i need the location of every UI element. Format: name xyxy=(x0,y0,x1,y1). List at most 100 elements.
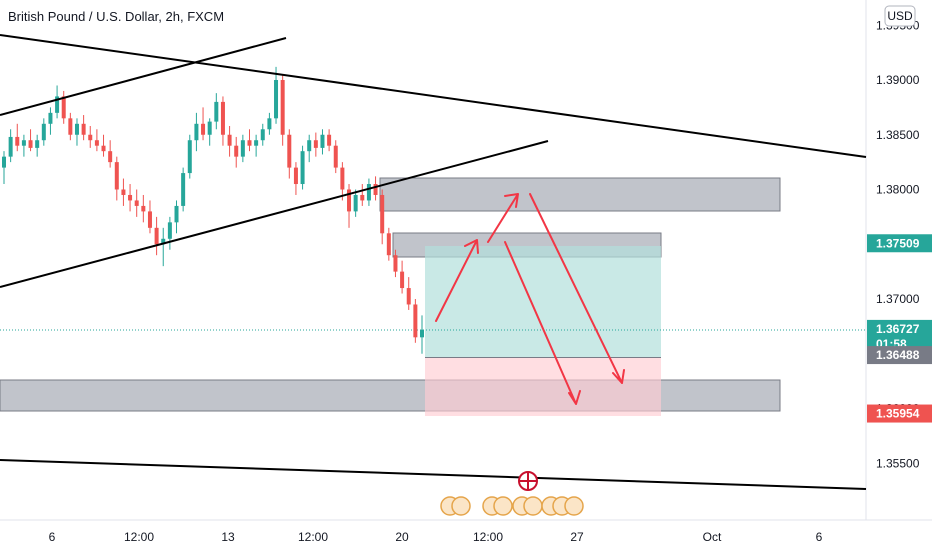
candle-body xyxy=(94,140,99,146)
candle-body xyxy=(393,255,398,272)
time-tick-label: 6 xyxy=(49,530,56,544)
candle-body xyxy=(327,134,332,146)
price-tick-label: 1.39000 xyxy=(876,73,920,87)
currency-button-box xyxy=(884,5,916,27)
candle xyxy=(187,134,192,179)
candle xyxy=(373,176,378,201)
position-profit-area[interactable] xyxy=(425,246,661,357)
trend-line-channel-lower[interactable] xyxy=(0,140,549,288)
event-flag-icon-4 xyxy=(493,496,513,516)
candle xyxy=(68,112,73,141)
trend-line-upper-descending[interactable] xyxy=(0,34,867,158)
candle-body xyxy=(194,123,199,141)
candle xyxy=(333,140,338,174)
candle xyxy=(101,134,106,157)
bottom-demand-zone[interactable] xyxy=(0,379,781,412)
projection-arrow-2[interactable] xyxy=(487,193,519,243)
candle-body xyxy=(214,101,219,122)
event-flags-row[interactable] xyxy=(440,496,584,516)
candle xyxy=(360,184,365,206)
price-badge-label: 1.37509 xyxy=(876,236,920,250)
candle-body xyxy=(293,167,298,185)
candle-body xyxy=(347,189,352,212)
candle xyxy=(154,216,159,256)
candle xyxy=(347,184,352,228)
trend-line-channel-upper[interactable] xyxy=(0,37,287,116)
time-tick-label: 12:00 xyxy=(298,530,328,544)
candle xyxy=(420,315,424,354)
candle-body xyxy=(207,121,212,135)
candle xyxy=(240,134,245,163)
candle-body xyxy=(340,167,345,190)
price-badge-bg xyxy=(867,234,932,253)
candle-body xyxy=(386,233,391,256)
candle xyxy=(55,85,60,119)
time-tick-label: 20 xyxy=(395,530,409,544)
time-tick-label: 12:00 xyxy=(124,530,154,544)
price-tick-label: 1.35500 xyxy=(876,456,920,470)
candle-body xyxy=(300,151,305,185)
candle-body xyxy=(48,112,53,124)
event-flag-uk[interactable] xyxy=(518,471,538,491)
currency-button[interactable]: USD xyxy=(884,5,916,27)
candle xyxy=(320,129,325,155)
candle xyxy=(134,189,139,217)
candle-body xyxy=(81,123,86,135)
candle-body xyxy=(360,194,365,201)
candle-body xyxy=(254,140,259,146)
trend-line-bottom-support[interactable] xyxy=(0,459,867,490)
candles-layer xyxy=(2,66,424,354)
candle xyxy=(393,249,398,278)
candle-body xyxy=(333,145,338,168)
projection-arrow-1[interactable] xyxy=(435,239,479,322)
candle-body xyxy=(15,136,20,146)
candle-body xyxy=(128,194,133,201)
candle-body xyxy=(240,140,245,157)
candle-body xyxy=(181,173,186,206)
candle xyxy=(260,123,265,146)
candle-body xyxy=(61,96,66,119)
projection-arrow-4[interactable] xyxy=(529,193,625,384)
trendlines-layer xyxy=(0,34,867,490)
candle-body xyxy=(406,288,411,305)
candle-body xyxy=(201,123,206,135)
time-tick-label: 13 xyxy=(221,530,235,544)
candle xyxy=(267,112,272,135)
event-flag-icon-9 xyxy=(564,496,584,516)
candle xyxy=(74,118,79,146)
projection-arrow-3[interactable] xyxy=(504,241,581,405)
price-badge-entry: 1.36488 xyxy=(867,346,932,365)
candle xyxy=(141,194,146,223)
candle xyxy=(280,74,285,146)
candle-body xyxy=(420,329,424,338)
time-tick-label: 12:00 xyxy=(473,530,503,544)
candle-body xyxy=(2,156,6,168)
candle xyxy=(327,129,332,152)
candle-body xyxy=(147,211,152,228)
candle-body xyxy=(121,189,126,195)
time-axis[interactable]: 6 12:00 13 12:00 20 12:00 27 Oct 6 xyxy=(49,530,823,544)
price-badge-bg xyxy=(867,404,932,423)
top-supply-zone[interactable] xyxy=(379,177,781,212)
candle-body xyxy=(366,184,371,201)
candle-body xyxy=(400,271,405,289)
candle xyxy=(181,167,186,212)
currency-button-label: USD xyxy=(887,9,913,23)
candle-body xyxy=(108,151,113,163)
candle xyxy=(366,178,371,206)
candle-body xyxy=(307,140,312,152)
candle xyxy=(293,162,298,195)
candle-body xyxy=(28,140,33,148)
candle xyxy=(2,151,6,185)
candle xyxy=(413,299,418,343)
candle xyxy=(254,134,259,157)
candle xyxy=(380,189,385,245)
event-flag-icon-2 xyxy=(451,496,471,516)
candle xyxy=(234,136,239,168)
candle-body xyxy=(227,134,232,146)
candle xyxy=(147,200,152,234)
time-tick-label: 27 xyxy=(570,530,584,544)
position-loss-area[interactable] xyxy=(425,358,661,416)
